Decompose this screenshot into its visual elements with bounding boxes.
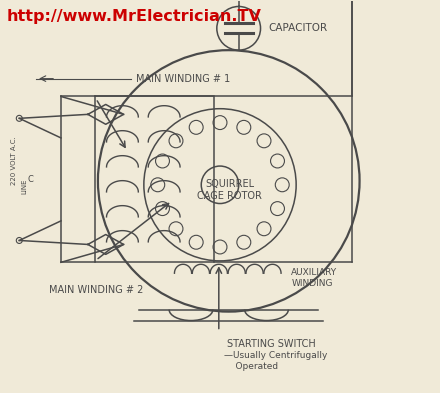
Text: STARTING SWITCH: STARTING SWITCH: [227, 340, 315, 349]
Text: MAIN WINDING # 2: MAIN WINDING # 2: [49, 285, 143, 295]
Text: CAPACITOR: CAPACITOR: [268, 23, 328, 33]
Text: AUXILIARY
WINDING: AUXILIARY WINDING: [291, 268, 337, 288]
Bar: [95, 97, 214, 262]
Text: C: C: [27, 175, 33, 184]
Text: MAIN WINDING # 1: MAIN WINDING # 1: [136, 73, 230, 84]
Text: http://www.MrElectrician.TV: http://www.MrElectrician.TV: [6, 9, 261, 24]
Text: —Usually Centrifugally
    Operated: —Usually Centrifugally Operated: [224, 351, 327, 371]
Text: 220 VOLT A.C.: 220 VOLT A.C.: [11, 137, 17, 185]
Text: SQUIRREL
CAGE ROTOR: SQUIRREL CAGE ROTOR: [198, 179, 262, 200]
Text: LINE: LINE: [21, 178, 27, 194]
